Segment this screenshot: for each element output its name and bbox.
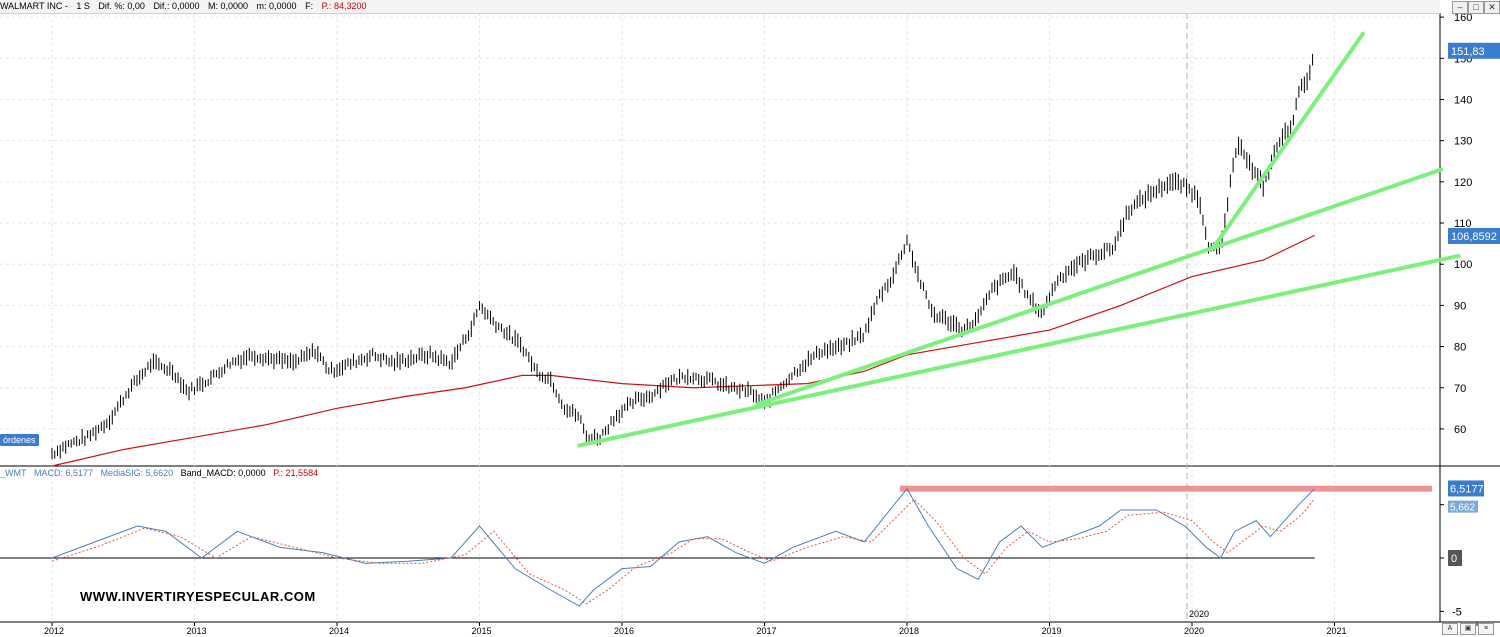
moving-average-value-label: 106,8592 — [1451, 231, 1497, 243]
y-tick-label: 100 — [1454, 259, 1472, 271]
band-value-label: Band_MACD: 0,0000 — [180, 468, 266, 478]
x-tick-label: 2018 — [899, 626, 919, 636]
moving-average-value-label-bg — [1448, 227, 1500, 244]
dif-pct-label: Dif. %: 0,00 — [98, 1, 145, 11]
macd-series-macd — [51, 487, 1315, 607]
macd-header: _WMT MACD: 6,5177 MediaSIG: 5,6620 Band_… — [0, 467, 323, 479]
macd-value-label: MACD: 6,5177 — [34, 468, 94, 478]
symbol-label: WALMART INC - — [0, 1, 68, 11]
f-label: F: — [305, 1, 314, 11]
macd-price-label: P.: 21,5584 — [273, 468, 319, 478]
x-tick-label: 2015 — [472, 626, 492, 636]
macd-resistance-highlight[interactable] — [899, 485, 1432, 492]
orders-tag[interactable]: órdenes — [0, 434, 39, 446]
y-tick-label: 90 — [1454, 300, 1466, 312]
signal-current-label: 5,662 — [1450, 503, 1475, 514]
trendline-2[interactable] — [755, 167, 1444, 407]
y-tick-label: 110 — [1454, 218, 1472, 230]
x-tick-label: 2019 — [1042, 626, 1062, 636]
macd-y-tick-label: -5 — [1452, 606, 1462, 618]
signal-current-bg — [1448, 500, 1478, 513]
dif-label: Dif.: 0,0000 — [153, 1, 200, 11]
year-marker-label: 2020 — [1189, 609, 1209, 619]
settings-icon[interactable]: ≡ — [1478, 623, 1494, 635]
minimize-button[interactable]: – — [1452, 1, 1468, 14]
close-button[interactable]: ✕ — [1484, 1, 1500, 14]
trendline-1[interactable] — [577, 253, 1461, 448]
signal-value-label: MediaSIG: 5,6620 — [100, 468, 174, 478]
min-label: m: 0,0000 — [256, 1, 297, 11]
y-tick-label: 160 — [1454, 12, 1472, 24]
zero-tag-label: 0 — [1451, 553, 1457, 565]
y-tick-label: 130 — [1454, 136, 1472, 148]
y-tick-label: 140 — [1454, 94, 1472, 106]
moving-average-line — [51, 234, 1315, 467]
trendline-3[interactable] — [1211, 31, 1365, 250]
macd-current-label: 6,5177 — [1450, 483, 1484, 495]
last-price-label-bg — [1448, 42, 1500, 59]
watermark-text: WWW.INVERTIRYESPECULAR.COM — [80, 589, 316, 604]
maximize-button[interactable]: □ — [1468, 1, 1484, 14]
macd-series-signal — [51, 497, 1315, 605]
x-tick-label: 2016 — [614, 626, 634, 636]
y-tick-label: 80 — [1454, 342, 1466, 354]
macd-current-bg — [1448, 480, 1484, 497]
bottom-toolbar: A ▣ ≡ — [1442, 623, 1494, 635]
macd-series-label: _WMT — [0, 468, 27, 478]
last-price-label: 151,83 — [1451, 46, 1485, 58]
chart-header: WALMART INC - 1 S Dif. %: 0,00 Dif.: 0,0… — [0, 0, 1440, 14]
save-icon[interactable]: ▣ — [1460, 623, 1476, 635]
x-tick-label: 2013 — [187, 626, 207, 636]
timeframe-label[interactable]: 1 S — [76, 1, 90, 11]
price-label: P.: 84,3200 — [321, 1, 367, 11]
price-bars — [51, 53, 1314, 460]
y-tick-label: 60 — [1454, 424, 1466, 436]
x-tick-label: 2014 — [329, 626, 349, 636]
y-tick-label: 120 — [1454, 177, 1472, 189]
y-tick-label: 70 — [1454, 383, 1466, 395]
max-label: M: 0,0000 — [207, 1, 249, 11]
x-tick-label: 2012 — [44, 626, 64, 636]
zero-tag-bg — [1448, 550, 1462, 566]
x-tick-label: 2020 — [1184, 626, 1204, 636]
x-tick-label: 2017 — [757, 626, 777, 636]
x-tick-label: 2021 — [1327, 626, 1347, 636]
zoom-icon[interactable]: A — [1442, 623, 1458, 635]
